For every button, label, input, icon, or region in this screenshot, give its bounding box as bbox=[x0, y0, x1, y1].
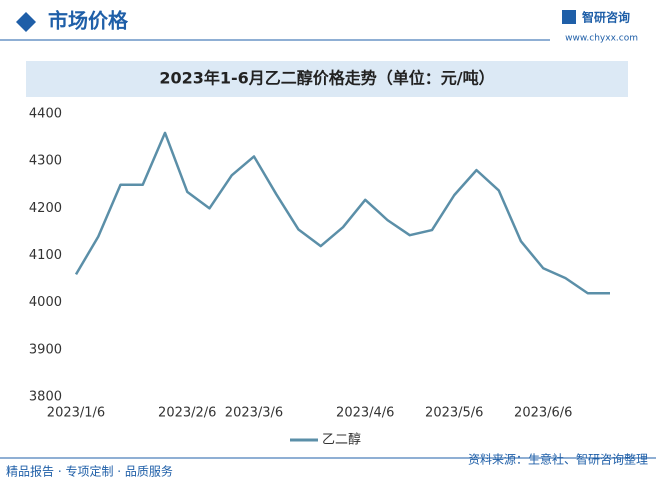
x-tick-label: 2023/2/6 bbox=[158, 406, 216, 421]
footer-left: 精品报告 · 专项定制 · 品质服务 bbox=[6, 464, 173, 479]
y-tick-label: 3900 bbox=[29, 342, 62, 357]
line-series bbox=[74, 131, 610, 295]
page-title: 市场价格 bbox=[48, 9, 129, 33]
y-tick-label: 4100 bbox=[29, 248, 62, 263]
y-tick-label: 4400 bbox=[29, 107, 62, 122]
legend-label: 乙二醇 bbox=[322, 432, 361, 448]
x-tick-label: 2023/6/6 bbox=[514, 406, 572, 421]
logo-icon bbox=[562, 10, 576, 24]
footer-right: 资料来源：生意社、智研咨询整理 bbox=[468, 452, 648, 467]
y-tick-label: 4000 bbox=[29, 295, 62, 310]
url: www.chyxx.com bbox=[565, 34, 638, 44]
x-tick-label: 2023/1/6 bbox=[47, 406, 105, 421]
title-icon bbox=[16, 12, 36, 32]
chart-title: 2023年1-6月乙二醇价格走势（单位：元/吨） bbox=[159, 69, 494, 88]
x-tick-label: 2023/5/6 bbox=[425, 406, 483, 421]
x-tick-label: 2023/3/6 bbox=[225, 406, 283, 421]
x-tick-label: 2023/4/6 bbox=[336, 406, 394, 421]
plot: 3800 3900 4000 4100 4200 4300 4400 2023/1/6 2023… bbox=[29, 107, 610, 448]
y-tick-label: 4200 bbox=[29, 201, 62, 216]
y-tick-label: 4300 bbox=[29, 154, 62, 169]
y-tick-label: 3800 bbox=[29, 390, 62, 405]
brand: 智研咨询 bbox=[581, 10, 630, 25]
chart-title-band bbox=[26, 61, 628, 97]
